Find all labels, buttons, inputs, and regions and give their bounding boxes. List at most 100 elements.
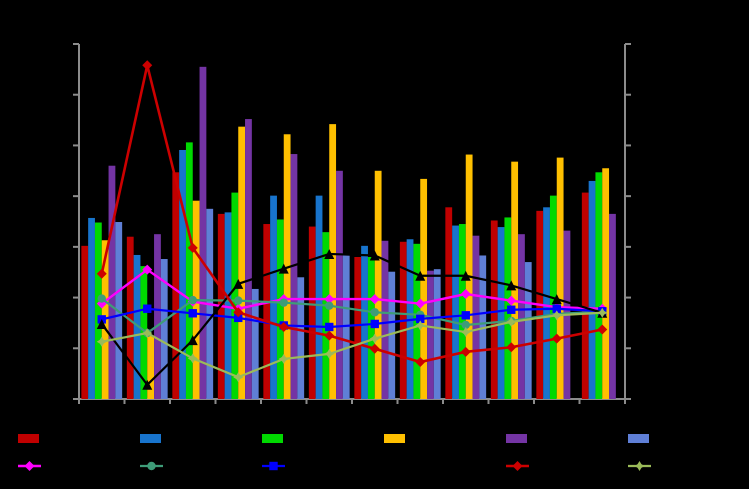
line-black-marker-icon	[187, 335, 198, 346]
bar-dark-red-bar	[445, 207, 453, 399]
line-olive-marker-icon	[460, 327, 471, 338]
line-black-marker-icon	[460, 270, 471, 281]
line-black-marker-icon	[506, 280, 517, 291]
line-black-marker-icon	[278, 263, 289, 274]
line-blue-marker-icon	[461, 311, 470, 320]
bar-green-bar	[595, 172, 603, 399]
bar-green-bar	[94, 222, 102, 399]
bar-purple-bar	[154, 234, 161, 399]
bar-blue-bar	[179, 149, 186, 399]
bar-blue-bar	[133, 254, 141, 399]
bar-blue-bar	[452, 225, 459, 399]
line-olive-marker-icon	[187, 353, 198, 364]
line-magenta-marker-icon	[506, 295, 517, 306]
line-black-marker-icon	[415, 270, 426, 281]
bar-purple-bar	[245, 119, 252, 400]
bar-blue-bar	[224, 212, 232, 399]
bar-purple-bar	[108, 165, 116, 399]
bar-cornflower-bar	[251, 288, 259, 399]
bar-cornflower-bar	[524, 262, 532, 399]
line-sea-green-marker-icon	[188, 295, 197, 305]
line-sea-green-marker-icon	[234, 296, 243, 305]
line-dark-red-marker-icon	[460, 346, 471, 357]
line-olive-marker-icon	[142, 328, 153, 339]
line-blue-marker-icon	[143, 304, 152, 313]
bar-purple-bar	[472, 235, 480, 399]
bar-blue-bar	[88, 217, 95, 399]
line-dark-red-marker-icon	[506, 342, 517, 353]
bar-cornflower-bar	[433, 269, 441, 399]
line-dark-red-marker-icon	[187, 242, 198, 253]
line-black-marker-icon	[369, 250, 380, 261]
bar-green-bar	[185, 142, 193, 399]
line-black-marker-icon	[142, 379, 153, 390]
line-olive-marker-icon	[324, 348, 335, 359]
bar-dark-red-bar	[172, 172, 180, 399]
line-dark-red-marker-icon	[142, 60, 153, 71]
line-dark-red-marker-icon	[597, 324, 608, 335]
bar-gold-bar	[602, 168, 610, 399]
line-black-marker-icon	[96, 318, 107, 329]
bar-cornflower-bar	[160, 259, 168, 399]
line-black-marker-icon	[551, 294, 562, 305]
line-blue-marker-icon	[552, 304, 561, 313]
line-olive-marker-icon	[233, 372, 244, 383]
line-blue-line	[101, 307, 603, 329]
line-blue-marker-icon	[234, 313, 243, 323]
bar-dark-red-bar	[490, 220, 498, 399]
line-olive-marker-icon	[506, 316, 517, 327]
line-black-line	[100, 252, 603, 387]
bar-dark-red-bar	[581, 192, 589, 399]
line-dark-red-marker-icon	[551, 333, 562, 344]
line-dark-red-marker-icon	[324, 330, 335, 341]
bar-purple-bar	[609, 213, 616, 399]
bar-purple-bar	[381, 240, 389, 399]
bar-blue-bar	[543, 207, 550, 399]
line-black-marker-icon	[324, 248, 335, 259]
bar-purple-bar	[199, 66, 207, 400]
bar-purple-bar	[518, 234, 525, 399]
line-blue-marker-icon	[325, 322, 334, 332]
line-magenta-marker-icon	[142, 264, 153, 275]
line-dark-red-line	[100, 64, 603, 364]
bar-gold-bar	[374, 170, 382, 399]
bar-cornflower-bar	[342, 255, 350, 399]
line-dark-red-marker-icon	[233, 307, 244, 318]
bar-dark-red-bar	[354, 257, 362, 399]
bar-blue-bar	[361, 245, 368, 399]
line-sea-green-marker-icon	[461, 320, 470, 330]
bar-gold-bar	[511, 161, 519, 399]
line-blue-marker-icon	[188, 309, 197, 318]
bar-gold-bar	[147, 335, 155, 399]
line-dark-red-marker-icon	[278, 321, 289, 332]
bar-blue-bar	[315, 195, 323, 399]
line-magenta-marker-icon	[324, 294, 335, 305]
line-olive-marker-icon	[96, 336, 107, 347]
bar-dark-red-bar	[126, 236, 134, 399]
line-blue-marker-icon	[370, 319, 379, 329]
line-sea-green-marker-icon	[97, 294, 106, 303]
bar-green-bar	[276, 219, 284, 399]
line-dark-red-marker-icon	[415, 356, 426, 367]
line-magenta-marker-icon	[415, 298, 426, 309]
line-black-marker-icon	[233, 278, 244, 289]
line-dark-red-marker-icon	[96, 268, 107, 279]
line-magenta-line	[101, 268, 603, 310]
bar-blue-bar	[497, 227, 505, 399]
line-magenta-marker-icon	[369, 294, 380, 305]
line-blue-marker-icon	[507, 305, 516, 314]
bar-dark-red-bar	[81, 245, 89, 399]
line-sea-green-marker-icon	[325, 301, 334, 310]
bar-gold-bar	[556, 157, 564, 399]
bar-blue-bar	[588, 180, 596, 399]
bar-cornflower-bar	[388, 271, 396, 399]
bar-blue-bar	[270, 195, 277, 399]
line-blue-marker-icon	[416, 314, 425, 324]
bar-gold-bar	[420, 178, 428, 399]
line-olive-marker-icon	[415, 320, 426, 331]
bar-dark-red-bar	[308, 226, 316, 399]
bar-purple-bar	[336, 170, 343, 399]
line-olive-marker-icon	[278, 353, 289, 364]
